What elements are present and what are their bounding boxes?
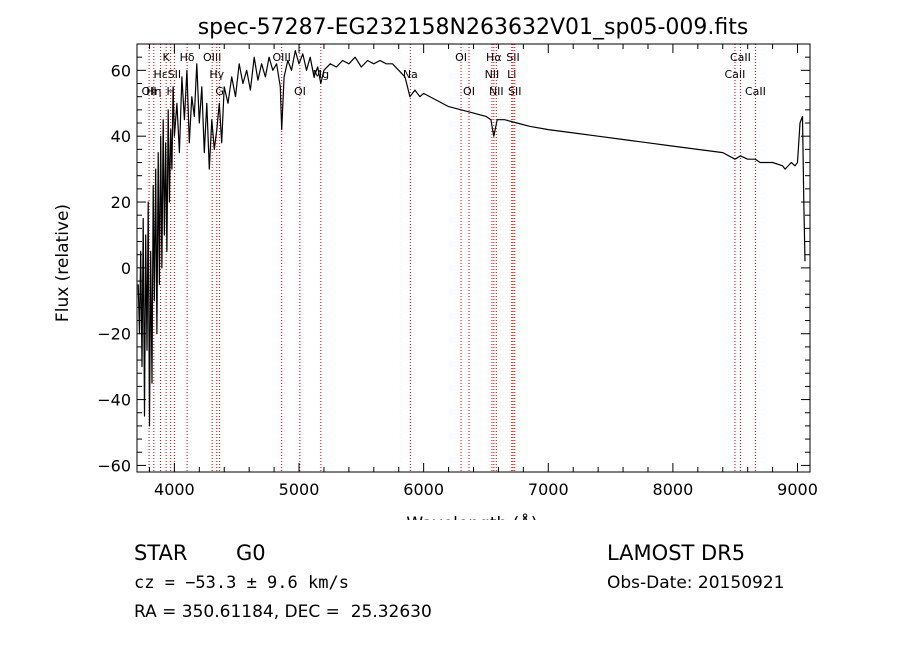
redshift-text: cz = −53.3 ± 9.6 km/s: [134, 573, 349, 593]
line-marker-label: OII: [142, 85, 157, 98]
line-marker-label: CaII: [730, 51, 751, 64]
line-marker-label: CaII: [725, 68, 746, 81]
y-tick-label: −20: [97, 325, 131, 344]
chart-title: spec-57287-EG232158N263632V01_sp05-009.f…: [198, 15, 749, 40]
spectrum-line: [137, 49, 806, 427]
spectrum-plot: spec-57287-EG232158N263632V01_sp05-009.f…: [53, 15, 818, 520]
line-marker-label: SII: [168, 68, 181, 81]
line-marker-label: K: [163, 51, 171, 64]
x-axis-label: Wavelength (Å): [406, 512, 537, 520]
line-marker-label: G: [215, 85, 224, 98]
line-marker-label: Li: [507, 68, 516, 81]
x-tick-label: 4000: [154, 480, 195, 499]
x-tick-label: 5000: [279, 480, 320, 499]
line-marker-label: NII: [485, 68, 500, 81]
line-marker-label: H: [167, 85, 175, 98]
x-tick-label: 8000: [653, 480, 694, 499]
line-marker-label: OI: [455, 51, 467, 64]
y-tick-label: 40: [111, 127, 131, 146]
x-tick-label: 6000: [403, 480, 444, 499]
x-tick-label: 9000: [777, 480, 818, 499]
x-tick-label: 7000: [528, 480, 569, 499]
object-class: STAR: [134, 541, 188, 565]
line-marker-label: Hδ: [180, 51, 195, 64]
line-marker-label: Hη: [146, 85, 161, 98]
line-marker-label: OI: [294, 85, 306, 98]
obs-date: Obs-Date: 20150921: [607, 573, 785, 593]
y-axis-label: Flux (relative): [53, 204, 73, 322]
y-tick-label: 60: [111, 61, 131, 80]
y-tick-label: 20: [111, 193, 131, 212]
line-marker-label: Na: [403, 68, 418, 81]
line-marker-label: SII: [508, 85, 521, 98]
spectrum-series: [137, 49, 806, 427]
y-tick-label: −40: [97, 391, 131, 410]
y-tick-label: 0: [121, 259, 131, 278]
y-tick-label: −60: [97, 456, 131, 475]
plot-frame: [136, 43, 811, 473]
line-marker-label: Hγ: [209, 68, 224, 81]
axis-ticks: 4000 5000 6000 7000 8000 9000 −60 −40 −20 0 20 40 60: [97, 44, 818, 499]
line-marker-label: CaII: [745, 85, 766, 98]
line-marker-label: OI: [463, 85, 475, 98]
line-marker-label: NII: [489, 85, 504, 98]
line-marker-label: Hα: [486, 51, 502, 64]
line-marker-label: OIII: [272, 51, 290, 64]
survey-name: LAMOST DR5: [607, 541, 746, 565]
line-marker-label: Hε: [153, 68, 167, 81]
line-marker-label: OIII: [203, 51, 221, 64]
coordinates: RA = 350.61184, DEC = 25.32630: [134, 602, 432, 622]
object-subclass: G0: [236, 541, 266, 565]
line-marker-label: SII: [506, 51, 519, 64]
